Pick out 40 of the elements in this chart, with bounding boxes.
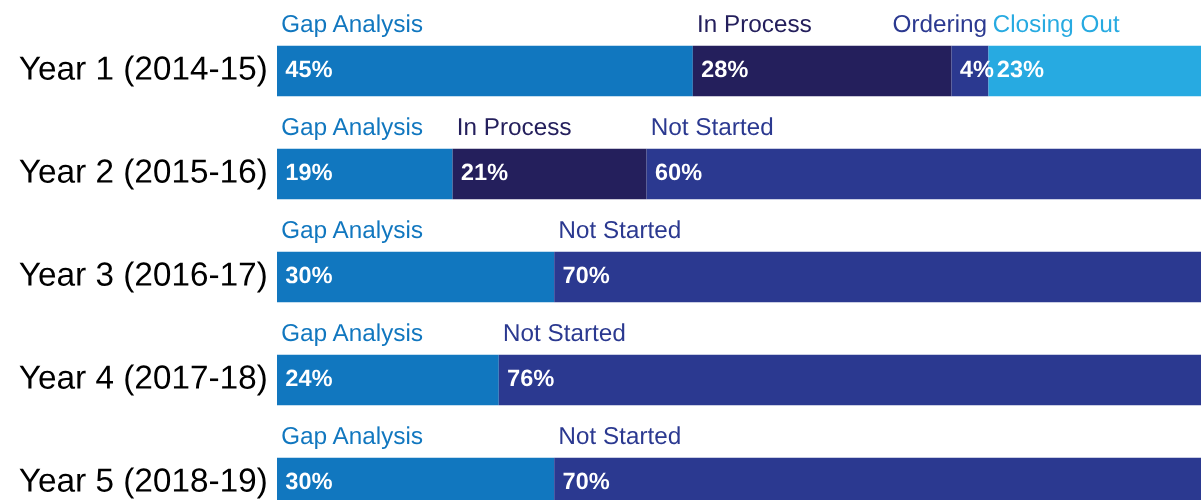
series-label: Ordering: [893, 14, 986, 38]
data-label: 4%: [960, 60, 994, 78]
text: Gap Analysis: [282, 426, 423, 450]
text: Gap Analysis: [282, 220, 423, 244]
data-label: 70%: [563, 472, 610, 490]
data-label: 76%: [508, 369, 554, 387]
data-label: 30%: [285, 472, 332, 490]
text: Not Started: [504, 323, 625, 342]
text: Not Started: [560, 426, 680, 445]
y-tick-label: Year 5 (2018-19): [19, 467, 266, 499]
data-label: 19%: [286, 163, 332, 181]
data-label: 30%: [285, 266, 332, 284]
text: In Process: [699, 15, 811, 33]
bar: [554, 251, 1201, 303]
series-label: Gap Analysis: [282, 117, 423, 141]
series-label: In Process: [458, 118, 571, 136]
bar: [452, 148, 647, 200]
text: Gap Analysis: [282, 323, 423, 347]
text: Not Started: [560, 220, 680, 239]
bar: [646, 148, 1201, 200]
bar: [692, 45, 952, 97]
y-tick-label: Year 1 (2014-15): [19, 55, 266, 87]
bar: [277, 251, 555, 303]
y-tick-label: Year 4 (2017-18): [19, 364, 266, 396]
data-label: 45%: [285, 60, 332, 78]
bar: [277, 45, 693, 97]
series-label: Not Started: [652, 117, 773, 136]
text: Gap Analysis: [282, 14, 423, 38]
data-label: 70%: [563, 266, 610, 284]
data-label: 60%: [655, 163, 702, 181]
bar: [277, 354, 499, 406]
data-label: 24%: [286, 369, 332, 387]
y-tick-label: Year 3 (2016-17): [19, 261, 266, 293]
series-label: Closing Out: [993, 14, 1120, 38]
data-label: 23%: [997, 60, 1044, 78]
data-label: 28%: [701, 60, 748, 78]
bar: [277, 148, 453, 200]
data-label: 21%: [461, 163, 508, 181]
bar: [498, 354, 1201, 406]
y-tick-label: Year 2 (2015-16): [19, 158, 266, 190]
